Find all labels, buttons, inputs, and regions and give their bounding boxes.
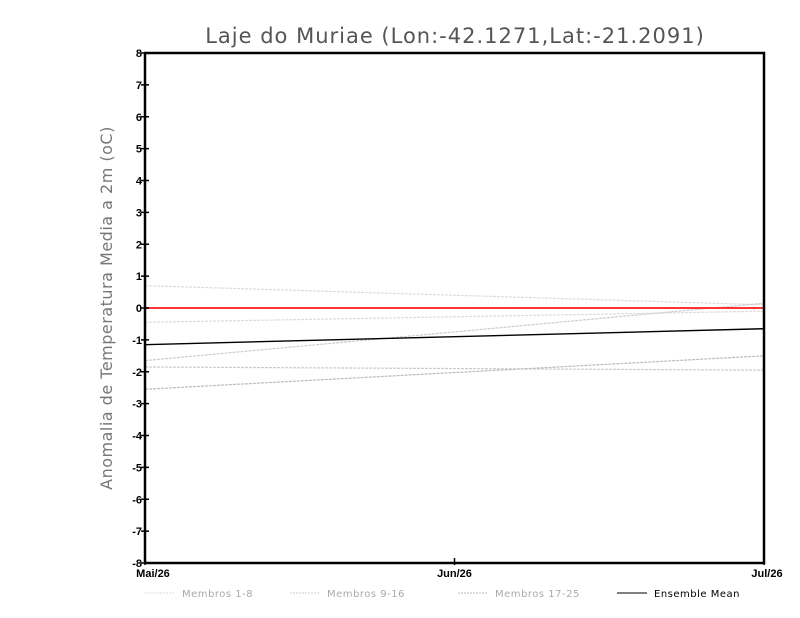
y-tick-label: 3 [136, 207, 142, 219]
y-tick-label: 1 [136, 271, 142, 283]
x-tick-label: Jul/26 [751, 568, 782, 580]
legend-label: Membros 1-8 [182, 589, 253, 600]
y-tick-label: -6 [132, 494, 142, 506]
series-line-membros-1-8 [144, 310, 765, 323]
y-tick-label: -3 [132, 399, 142, 411]
legend-label: Membros 9-16 [327, 589, 405, 600]
y-tick-label: -1 [132, 335, 142, 347]
series-line-ensemble-mean [144, 328, 765, 346]
series-line-membros-1-8 [144, 285, 765, 306]
y-tick-label: 5 [136, 144, 142, 156]
y-tick-label: 8 [136, 48, 142, 60]
y-axis-label: Anomalia de Temperatura Media a 2m (oC) [97, 126, 116, 490]
x-tick-label: Mai/26 [136, 568, 170, 580]
y-tick-label: -2 [132, 367, 142, 379]
y-tick-label: -7 [132, 526, 142, 538]
series-line-membros-9-16 [144, 302, 765, 362]
legend-label: Ensemble Mean [654, 589, 740, 600]
y-tick-label: 0 [136, 303, 142, 315]
series-line-membros-9-16 [144, 366, 765, 371]
x-tick-label: Jun/26 [437, 568, 472, 580]
y-tick-label: 4 [136, 176, 143, 188]
y-tick-label: -5 [132, 462, 142, 474]
legend-label: Membros 17-25 [495, 589, 580, 600]
y-tick-label: -8 [132, 558, 142, 570]
y-tick-label: 7 [136, 80, 142, 92]
chart-title: Laje do Muriae (Lon:-42.1271,Lat:-21.209… [205, 24, 705, 48]
y-tick-label: -4 [132, 431, 143, 443]
series-line-membros-17-25 [144, 355, 765, 390]
y-tick-label: 2 [136, 239, 142, 251]
y-tick-label: 6 [136, 112, 142, 124]
